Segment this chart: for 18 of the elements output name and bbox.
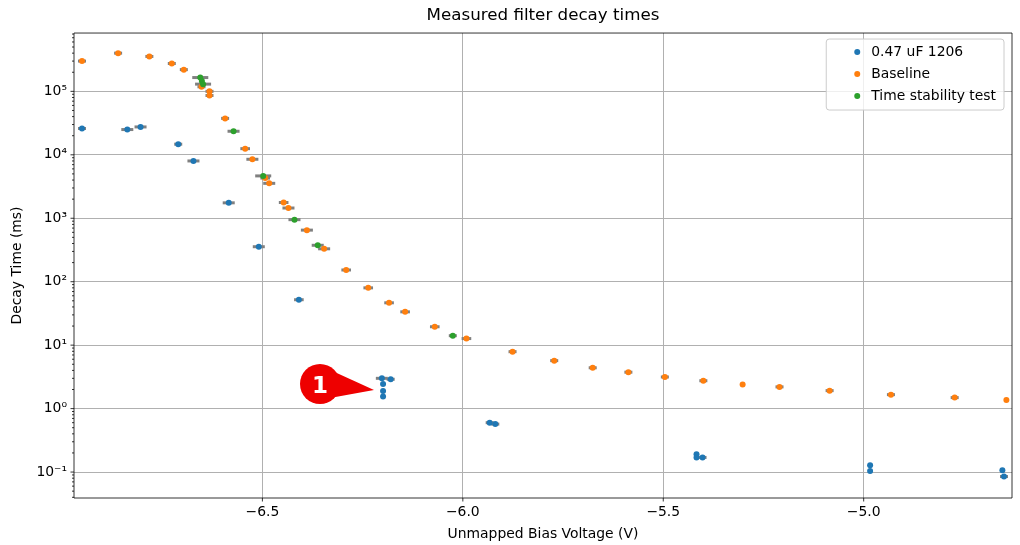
legend-label: 0.47 uF 1206	[871, 42, 964, 59]
annotation: 1	[312, 371, 329, 398]
y-tick-label: 10⁰	[43, 399, 68, 416]
x-axis-title: Unmapped Bias Voltage (V)	[447, 525, 639, 542]
chart-title: Measured filter decay times	[426, 4, 660, 25]
legend-label: Baseline	[871, 64, 931, 81]
x-tick-label: −5.0	[846, 502, 881, 519]
y-tick-label: 10¹	[43, 335, 67, 352]
y-tick-label: 10³	[43, 208, 67, 225]
x-tick-label: −5.5	[646, 502, 681, 519]
y-tick-label: 10⁴	[43, 145, 68, 162]
x-tick-label: −6.5	[245, 502, 280, 519]
y-tick-label: 10⁵	[43, 81, 67, 98]
y-tick-label: 10²	[43, 272, 67, 289]
y-axis-title: Decay Time (ms)	[7, 206, 24, 325]
y-tick-label: 10⁻¹	[36, 462, 67, 479]
x-tick-label: −6.0	[445, 502, 480, 519]
legend-label: Time stability test	[870, 86, 997, 103]
